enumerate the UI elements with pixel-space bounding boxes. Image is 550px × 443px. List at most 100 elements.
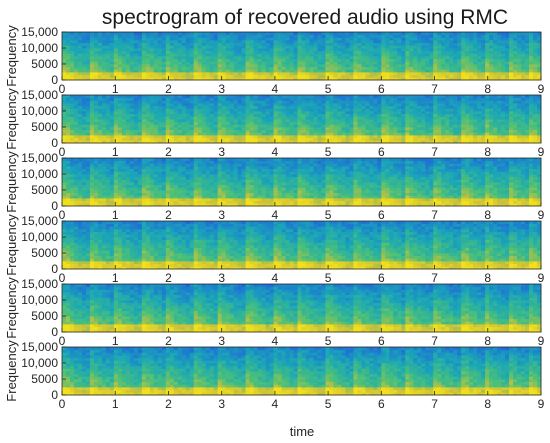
heatmap-cell (489, 124, 494, 128)
heatmap-cell (109, 66, 115, 70)
heatmap-cell (185, 203, 191, 207)
heatmap-cell (173, 50, 179, 54)
heatmap-cell (329, 100, 334, 104)
heatmap-cell (137, 127, 143, 131)
heatmap-cell (377, 97, 382, 101)
heatmap-cell (537, 105, 542, 109)
heatmap-cell (153, 203, 159, 207)
heatmap-cell (237, 58, 243, 62)
heatmap-cell (73, 132, 79, 136)
heatmap-cell (113, 119, 119, 123)
heatmap-cell (157, 42, 163, 46)
heatmap-cell (117, 171, 123, 175)
heatmap-cell (157, 168, 163, 172)
heatmap-cell (217, 50, 223, 54)
heatmap-cell (293, 58, 298, 62)
heatmap-cell (209, 124, 215, 128)
heatmap-cell (489, 129, 494, 133)
heatmap-cell (489, 40, 494, 44)
heatmap-cell (201, 113, 207, 117)
heatmap-cell (529, 124, 534, 128)
heatmap-cell (453, 40, 458, 44)
heatmap-cell (193, 192, 199, 196)
heatmap-cell (133, 168, 139, 172)
heatmap-cell (173, 127, 179, 131)
heatmap-cell (133, 103, 139, 107)
heatmap-cell (405, 53, 410, 57)
heatmap-cell (169, 48, 175, 52)
heatmap-cell (465, 119, 470, 123)
heatmap-cell (201, 97, 207, 101)
heatmap-cell (369, 69, 374, 73)
heatmap-cell (273, 69, 278, 73)
heatmap-cell (373, 40, 378, 44)
heatmap-cell (101, 160, 107, 164)
heatmap-cell (125, 37, 131, 41)
heatmap-cell (441, 77, 446, 81)
heatmap-cell (449, 100, 454, 104)
heatmap-cell (497, 135, 502, 139)
heatmap-cell (193, 50, 199, 54)
heatmap-cell (189, 135, 195, 139)
heatmap-cell (269, 105, 274, 109)
heatmap-cell (477, 95, 482, 99)
heatmap-cell (353, 45, 358, 49)
heatmap-cell (165, 171, 171, 175)
heatmap-cell (193, 42, 199, 46)
heatmap-cell (377, 121, 382, 125)
heatmap-cell (101, 203, 107, 207)
heatmap-cell (197, 48, 203, 52)
heatmap-cell (77, 184, 83, 188)
heatmap-cell (73, 182, 79, 186)
heatmap-cell (393, 74, 398, 78)
heatmap-cell (185, 190, 191, 194)
heatmap-cell (521, 72, 526, 76)
heatmap-cell (85, 50, 91, 54)
heatmap-cell (533, 95, 538, 99)
heatmap-cell (89, 69, 95, 73)
heatmap-cell (509, 53, 514, 57)
heatmap-cell (101, 74, 107, 78)
heatmap-cell (149, 32, 155, 36)
heatmap-cell (329, 69, 334, 73)
heatmap-cell (173, 132, 179, 136)
heatmap-cell (317, 56, 322, 60)
heatmap-cell (421, 42, 426, 46)
heatmap-cell (345, 48, 350, 52)
heatmap-cell (109, 32, 115, 36)
heatmap-cell (377, 58, 382, 62)
heatmap-cell (273, 37, 278, 41)
heatmap-cell (265, 137, 270, 141)
heatmap-cell (329, 108, 334, 112)
heatmap-cell (333, 113, 338, 117)
heatmap-cell (293, 42, 298, 46)
heatmap-cell (225, 137, 231, 141)
heatmap-cell (181, 56, 187, 60)
heatmap-cell (285, 119, 290, 123)
heatmap-cell (381, 34, 386, 38)
heatmap-cell (365, 100, 370, 104)
heatmap-cell (85, 124, 91, 128)
heatmap-cell (361, 72, 366, 76)
heatmap-cell (129, 50, 135, 54)
heatmap-cell (225, 105, 231, 109)
heatmap-cell (181, 111, 187, 115)
heatmap-cell (105, 111, 111, 115)
heatmap-cell (453, 132, 458, 136)
heatmap-cell (261, 32, 266, 36)
heatmap-cell (105, 168, 111, 172)
heatmap-cell (85, 135, 91, 139)
heatmap-cell (433, 108, 438, 112)
heatmap-cell (81, 111, 87, 115)
heatmap-cell (457, 37, 462, 41)
heatmap-cell (69, 95, 75, 99)
heatmap-cell (157, 72, 163, 76)
heatmap-cell (457, 45, 462, 49)
heatmap-cell (185, 166, 191, 170)
heatmap-cell (301, 56, 306, 60)
heatmap-cell (401, 132, 406, 136)
heatmap-cell (169, 129, 175, 133)
heatmap-cell (473, 53, 478, 57)
heatmap-cell (321, 45, 326, 49)
heatmap-cell (509, 34, 514, 38)
